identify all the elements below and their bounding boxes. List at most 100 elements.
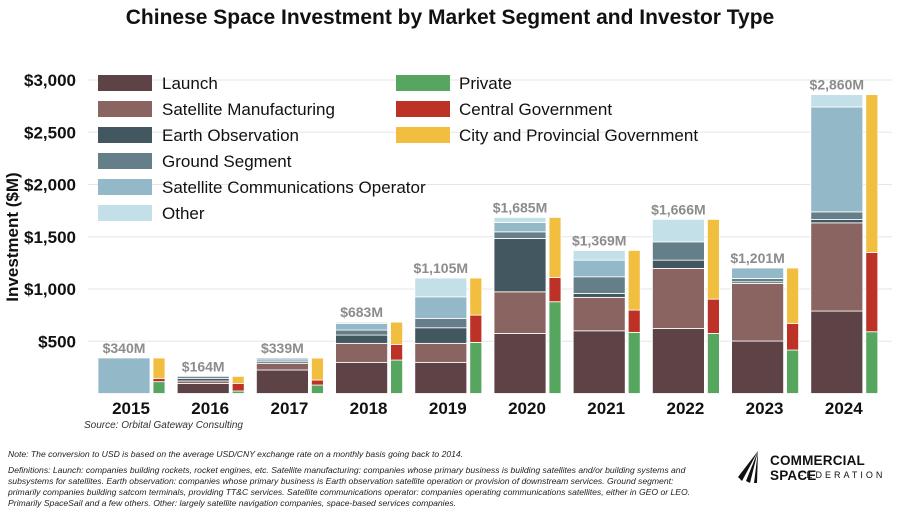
- chart-title: Chinese Space Investment by Market Segme…: [125, 6, 775, 29]
- segment-bar-launch: [652, 327, 705, 394]
- investor-bar-central-government: [548, 277, 562, 303]
- segment-bar-satellite-manufacturing: [572, 296, 626, 332]
- investor-bar-private: [786, 349, 799, 394]
- segment-bar-ground-segment: [414, 317, 468, 329]
- investor-bar-central-government: [231, 382, 245, 392]
- investor-bar-central-government: [390, 343, 404, 361]
- segment-bar-earth-observation: [414, 327, 468, 344]
- segment-bar-satellite-manufacturing: [255, 362, 309, 371]
- investor-bar-city-and-provincial-government: [390, 321, 404, 345]
- segment-bar-ground-segment: [731, 278, 784, 283]
- x-tick-label: 2015: [112, 399, 150, 418]
- legend-label: Launch: [162, 74, 218, 93]
- segment-bar-launch: [572, 330, 626, 394]
- segment-bar-ground-segment: [572, 276, 626, 294]
- definitions-note: Definitions: Launch: companies building …: [8, 465, 691, 508]
- legend-swatch: [396, 127, 450, 143]
- federation-logo: COMMERCIAL SPACE FEDERATION: [728, 447, 893, 487]
- segment-bar-satellite-manufacturing: [652, 268, 705, 329]
- legend-label: Private: [459, 74, 512, 93]
- legend-swatch: [396, 101, 450, 117]
- segment-bar-other: [652, 219, 705, 243]
- segment-bar-ground-segment: [652, 241, 705, 261]
- chart-area: $500 $1,000 $1,500 $2,000 $2,500 $3,000 Invest…: [3, 71, 892, 418]
- total-label: $2,860M: [810, 77, 864, 93]
- segment-bar-launch: [414, 361, 468, 394]
- segment-bar-launch: [493, 333, 547, 394]
- investor-bar-central-government: [707, 298, 720, 334]
- total-label: $1,666M: [651, 201, 705, 217]
- segment-bar-earth-observation: [652, 259, 705, 269]
- y-tick-label: $3,000: [24, 71, 76, 90]
- investor-bar-central-government: [786, 322, 799, 351]
- investor-bar-private: [548, 301, 562, 394]
- investor-bar-central-government: [627, 309, 641, 333]
- y-axis-label: Investment ($M): [3, 172, 22, 301]
- legend-label: Satellite Communications Operator: [162, 178, 426, 197]
- segment-bar-satellite-communications-operator: [414, 296, 468, 319]
- segment-bar-launch: [810, 310, 864, 394]
- investor-bar-city-and-provincial-government: [152, 357, 166, 379]
- segment-bar-other: [414, 277, 468, 298]
- total-label: $1,369M: [572, 232, 626, 248]
- segment-bar-satellite-manufacturing: [810, 222, 864, 312]
- investor-bar-private: [469, 341, 483, 394]
- segment-bar-satellite-communications-operator: [97, 357, 151, 394]
- legend-swatch: [98, 75, 152, 91]
- total-label: $164M: [182, 358, 225, 374]
- investor-bar-central-government: [310, 379, 324, 386]
- segment-bar-earth-observation: [335, 334, 389, 344]
- logo-text-line1: COMMERCIAL SPACE: [770, 453, 865, 483]
- legend-label: Central Government: [459, 100, 612, 119]
- investor-bar-city-and-provincial-government: [469, 277, 483, 316]
- x-tick-label: 2019: [429, 399, 467, 418]
- segment-bar-earth-observation: [810, 219, 864, 224]
- investor-bar-private: [152, 381, 166, 394]
- investor-bar-city-and-provincial-government: [627, 250, 641, 311]
- investor-bar-city-and-provincial-government: [548, 217, 562, 278]
- y-tick-label: $2,500: [24, 123, 76, 142]
- investor-bar-city-and-provincial-government: [865, 94, 879, 253]
- x-tick-label: 2024: [825, 399, 863, 418]
- x-tick-label: 2023: [746, 399, 784, 418]
- investor-bar-city-and-provincial-government: [231, 375, 245, 384]
- logo-text-line2: FEDERATION: [798, 470, 886, 480]
- x-tick-label: 2017: [270, 399, 308, 418]
- segment-bar-ground-segment: [493, 231, 547, 239]
- investor-bar-city-and-provincial-government: [310, 357, 324, 381]
- segment-bar-satellite-manufacturing: [335, 342, 389, 363]
- legend-swatch: [98, 101, 152, 117]
- segment-bar-earth-observation: [572, 292, 626, 298]
- investor-bar-central-government: [152, 377, 166, 383]
- segment-bar-satellite-communications-operator: [493, 222, 547, 233]
- legend-swatch: [98, 179, 152, 195]
- segment-bar-satellite-manufacturing: [731, 283, 784, 342]
- total-label: $340M: [103, 340, 146, 356]
- segment-bar-ground-segment: [810, 211, 864, 220]
- legend-label: Other: [162, 204, 205, 223]
- legend-label: Ground Segment: [162, 152, 292, 171]
- y-tick-label: $2,000: [24, 176, 76, 195]
- segment-bar-satellite-communications-operator: [572, 259, 626, 278]
- x-tick-label: 2022: [666, 399, 704, 418]
- total-label: $339M: [261, 340, 304, 356]
- legend-swatch: [396, 75, 450, 91]
- investor-bar-central-government: [865, 252, 879, 333]
- segment-bar-other: [810, 94, 864, 108]
- investor-bar-central-government: [469, 314, 483, 343]
- total-label: $1,201M: [730, 250, 784, 266]
- legend-swatch: [98, 153, 152, 169]
- legend-label: City and Provincial Government: [459, 126, 698, 145]
- total-label: $1,685M: [493, 199, 547, 215]
- segment-bar-ground-segment: [176, 375, 230, 379]
- legend-swatch: [98, 205, 152, 221]
- investor-bar-private: [707, 333, 720, 394]
- segment-bar-launch: [731, 340, 784, 394]
- y-tick-label: $1,000: [24, 280, 76, 299]
- conversion-note: Note: The conversion to USD is based on …: [8, 449, 464, 459]
- investor-bar-private: [627, 331, 641, 394]
- investor-bar-private: [865, 331, 879, 394]
- segment-bar-other: [493, 217, 547, 223]
- source-note: Source: Orbital Gateway Consulting: [84, 420, 243, 431]
- segment-bar-earth-observation: [493, 238, 547, 293]
